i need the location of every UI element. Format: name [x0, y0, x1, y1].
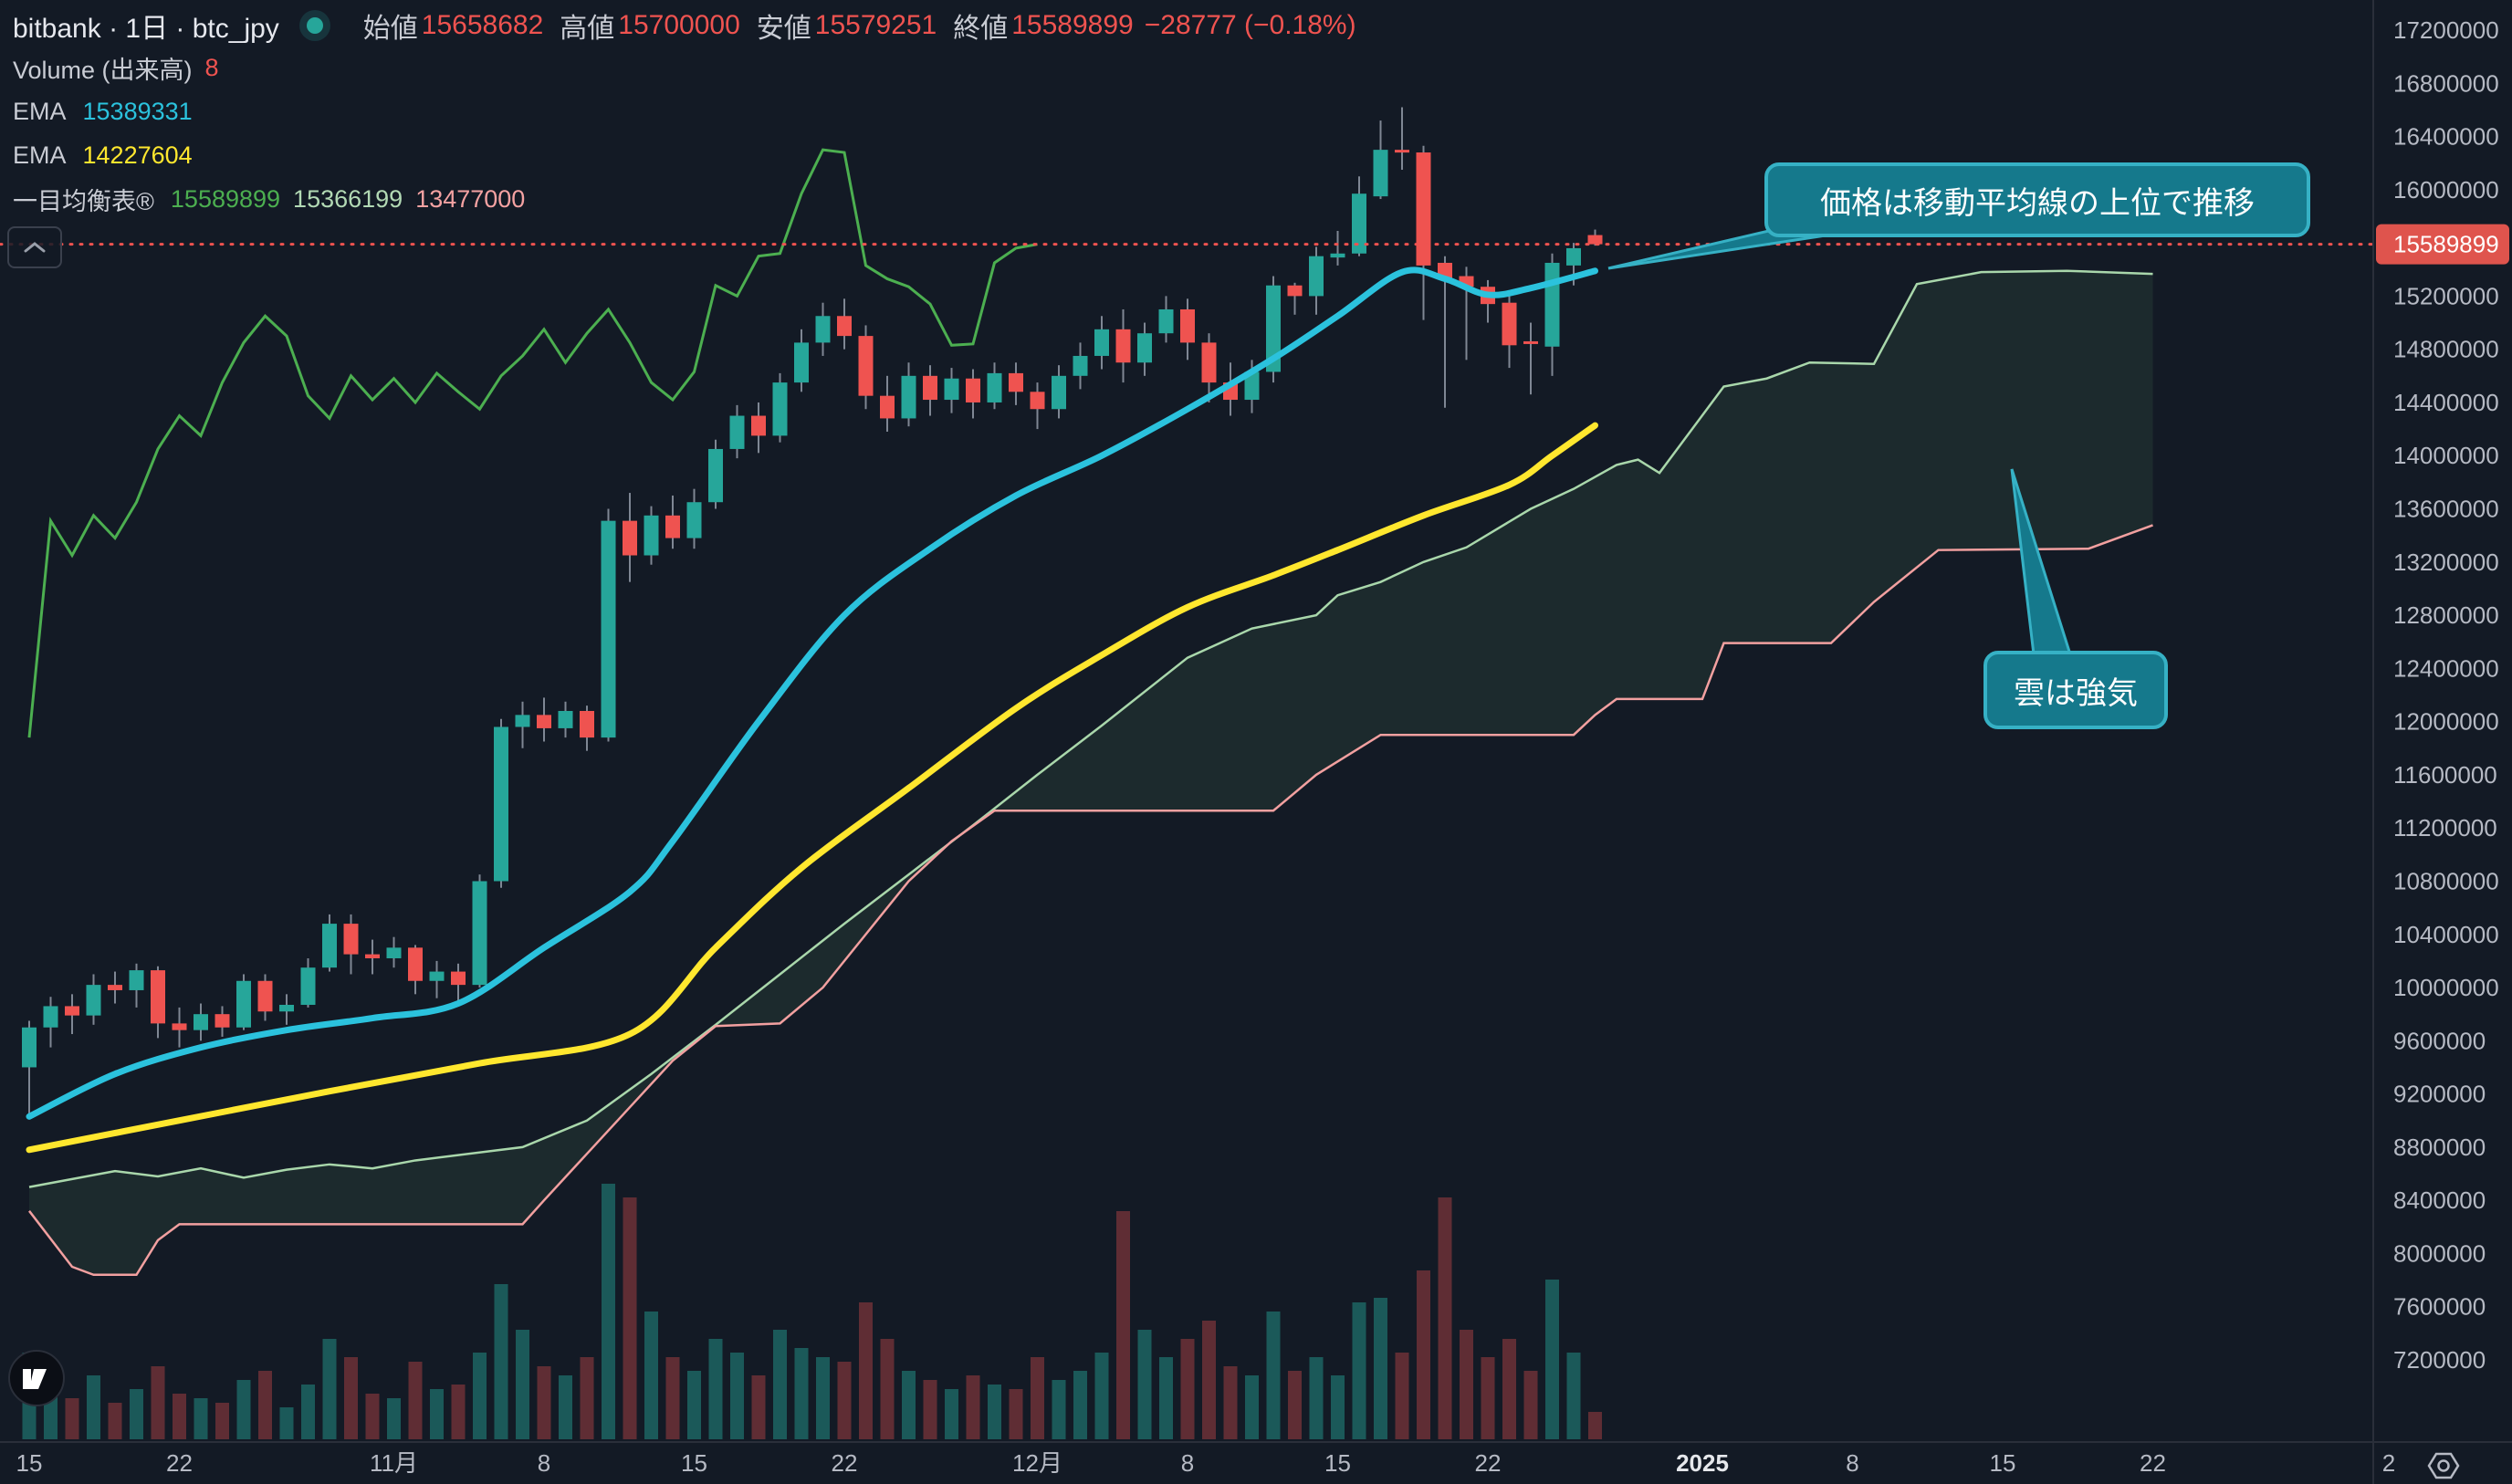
svg-text:12400000: 12400000 [2393, 654, 2499, 682]
ichimoku-chikou-line [27, 148, 1038, 738]
svg-text:10400000: 10400000 [2393, 921, 2499, 948]
svg-text:2025: 2025 [1676, 1449, 1729, 1477]
svg-text:11600000: 11600000 [2393, 761, 2497, 789]
svg-text:16000000: 16000000 [2393, 176, 2499, 204]
legend-collapse-button[interactable] [7, 226, 62, 268]
callout-cloud-text: 雲は強気 [2014, 675, 2138, 711]
ema-fast-line [26, 266, 1598, 1120]
ichimoku-cloud [28, 269, 2153, 1277]
svg-text:12000000: 12000000 [2393, 708, 2499, 736]
chevron-up-icon [24, 242, 46, 253]
svg-text:15: 15 [16, 1449, 43, 1477]
svg-text:13200000: 13200000 [2393, 549, 2499, 576]
svg-text:9600000: 9600000 [2393, 1027, 2486, 1054]
svg-text:16800000: 16800000 [2393, 69, 2499, 97]
price-axis[interactable] [2373, 0, 2512, 1439]
svg-text:11200000: 11200000 [2393, 814, 2497, 841]
svg-text:22: 22 [2140, 1449, 2166, 1477]
svg-text:14800000: 14800000 [2393, 336, 2499, 363]
svg-text:10000000: 10000000 [2393, 974, 2499, 1001]
svg-text:15: 15 [1324, 1449, 1351, 1477]
callout-ma-text: 価格は移動平均線の上位で推移 [1820, 185, 2255, 221]
svg-text:10800000: 10800000 [2393, 867, 2499, 894]
svg-text:7600000: 7600000 [2393, 1293, 2486, 1321]
svg-text:8400000: 8400000 [2393, 1186, 2486, 1214]
svg-text:15: 15 [681, 1449, 707, 1477]
svg-text:11月: 11月 [370, 1449, 418, 1477]
svg-text:14400000: 14400000 [2393, 389, 2499, 416]
svg-text:15200000: 15200000 [2393, 282, 2499, 309]
svg-text:8: 8 [538, 1449, 550, 1477]
tradingview-logo[interactable] [7, 1349, 66, 1412]
svg-text:12800000: 12800000 [2393, 601, 2499, 629]
svg-text:7200000: 7200000 [2393, 1346, 2486, 1374]
ema-slow-line [26, 422, 1598, 1154]
svg-text:16400000: 16400000 [2393, 123, 2499, 151]
svg-text:14000000: 14000000 [2393, 442, 2499, 469]
svg-text:8: 8 [1846, 1449, 1858, 1477]
svg-text:2: 2 [2382, 1449, 2395, 1477]
volume-bars [22, 1184, 1602, 1439]
time-axis[interactable] [0, 1444, 2512, 1484]
svg-text:8000000: 8000000 [2393, 1239, 2486, 1267]
svg-text:15: 15 [1990, 1449, 2016, 1477]
svg-text:12月: 12月 [1012, 1449, 1062, 1477]
tradingview-logo-icon [8, 1350, 65, 1406]
svg-text:22: 22 [1475, 1449, 1502, 1477]
svg-text:15589899: 15589899 [2393, 231, 2499, 258]
callout-cloud-note[interactable]: 雲は強気 [1983, 651, 2168, 729]
svg-text:9200000: 9200000 [2393, 1081, 2486, 1108]
svg-text:22: 22 [166, 1449, 193, 1477]
svg-text:13600000: 13600000 [2393, 496, 2499, 523]
time-axis-settings-button[interactable] [2419, 1449, 2468, 1484]
callout-ma-note[interactable]: 価格は移動平均線の上位で推移 [1764, 162, 2310, 237]
svg-text:17200000: 17200000 [2393, 16, 2499, 44]
svg-text:8800000: 8800000 [2393, 1134, 2486, 1161]
candles [22, 107, 1603, 1114]
gear-icon [2427, 1452, 2460, 1479]
svg-text:8: 8 [1181, 1449, 1194, 1477]
svg-text:22: 22 [832, 1449, 858, 1477]
